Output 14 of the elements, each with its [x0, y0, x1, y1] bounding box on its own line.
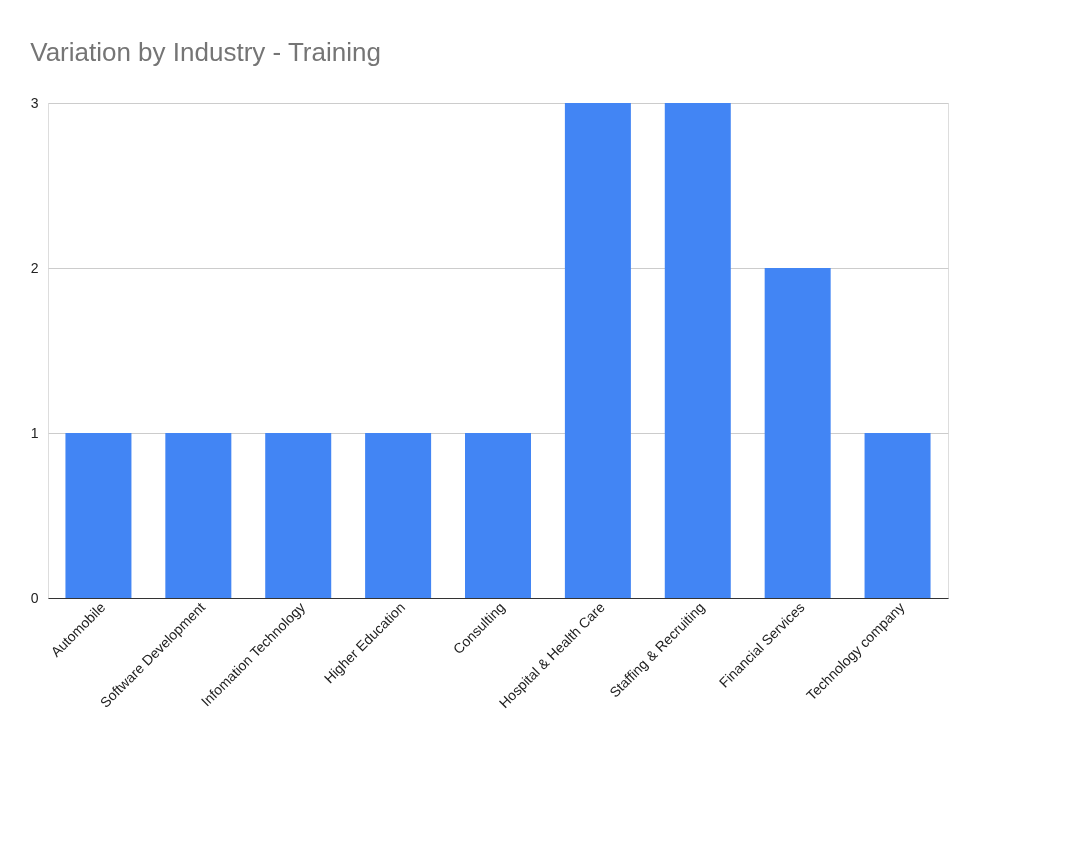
bar: [165, 433, 232, 598]
bar: [265, 433, 332, 598]
y-tick-label: 0: [30, 589, 39, 606]
chart-title: Variation by Industry - Training: [30, 37, 381, 67]
bar: [65, 433, 132, 598]
y-tick-label: 3: [30, 94, 39, 111]
bar: [664, 103, 731, 598]
bar: [465, 433, 531, 598]
bar: [365, 433, 432, 598]
bar: [764, 268, 831, 598]
bar: [564, 103, 631, 598]
y-tick-label: 1: [30, 424, 39, 441]
bar: [864, 433, 931, 598]
y-tick-label: 2: [30, 259, 39, 276]
